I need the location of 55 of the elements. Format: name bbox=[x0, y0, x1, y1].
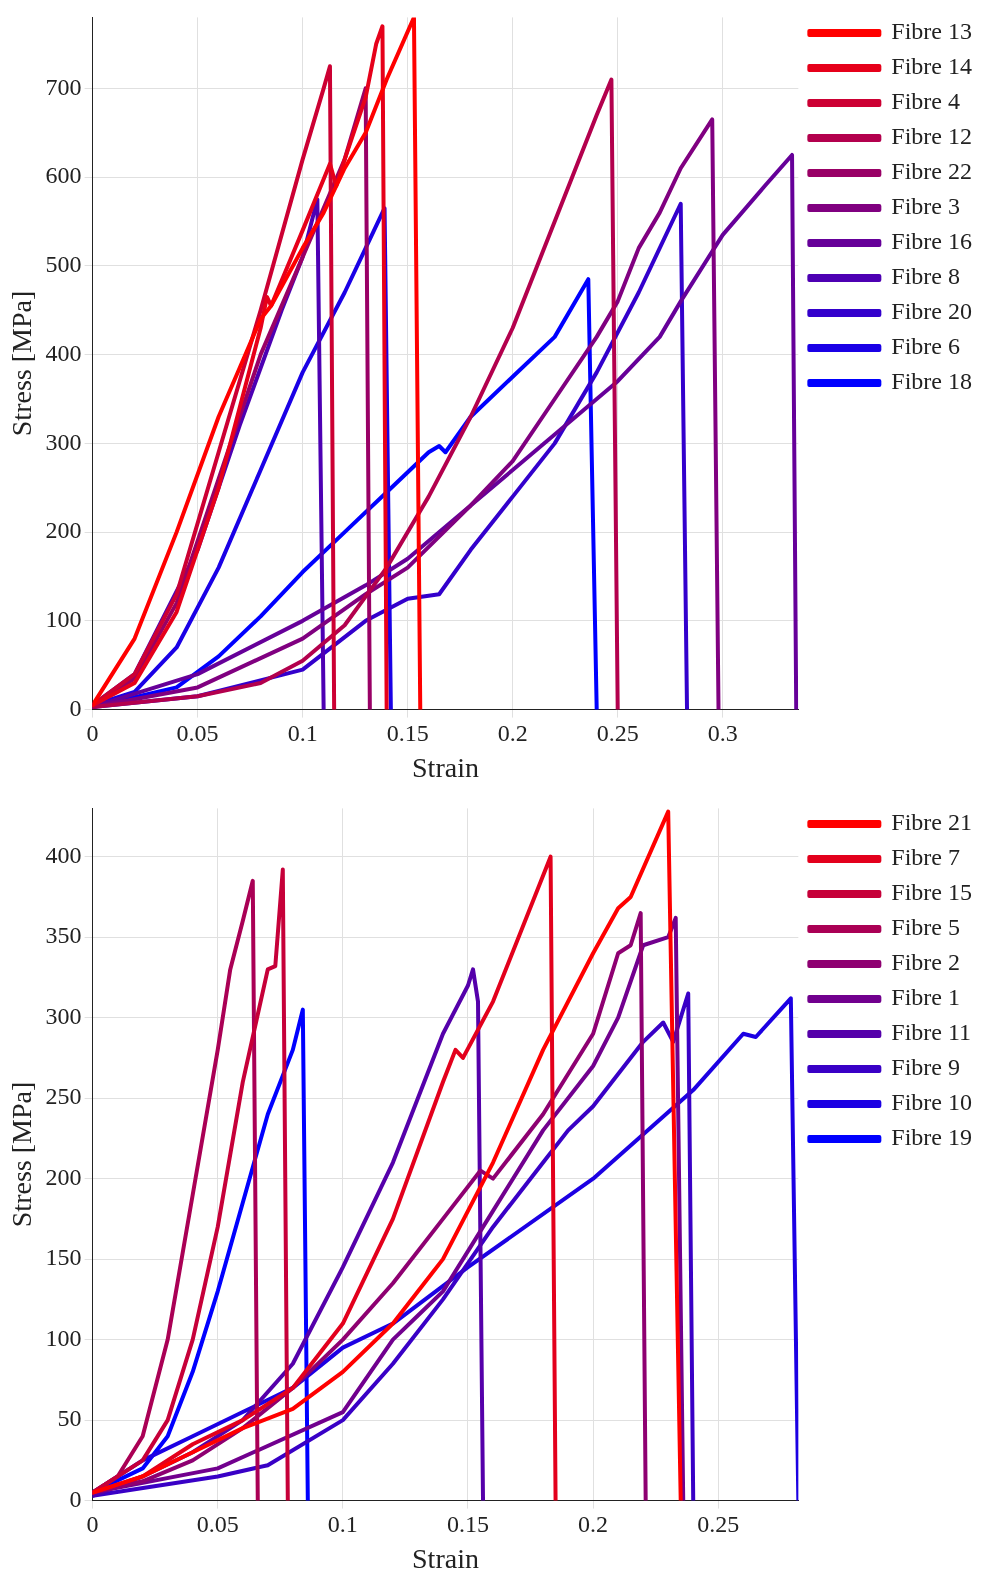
legend-label: Fibre 7 bbox=[891, 844, 961, 871]
y-axis-title: Stress [MPa] bbox=[6, 1081, 38, 1228]
x-axis-title: Strain bbox=[412, 1542, 479, 1574]
y-tick-label: 50 bbox=[57, 1405, 82, 1432]
legend-label: Fibre 2 bbox=[891, 949, 961, 976]
y-tick-label: 100 bbox=[45, 1324, 82, 1351]
x-axis-title: Strain bbox=[412, 751, 479, 783]
legend-label: Fibre 1 bbox=[891, 984, 961, 1011]
legend-label: Fibre 9 bbox=[891, 1054, 961, 1081]
x-tick-label: 0.1 bbox=[287, 720, 318, 747]
y-tick-label: 0 bbox=[69, 1485, 82, 1512]
legend-label: Fibre 16 bbox=[891, 228, 973, 255]
legend-label: Fibre 20 bbox=[891, 298, 973, 325]
legend-label: Fibre 8 bbox=[891, 263, 961, 290]
x-tick-label: 0.1 bbox=[327, 1511, 358, 1538]
x-tick-label: 0 bbox=[86, 720, 99, 747]
y-axis-title: Stress [MPa] bbox=[6, 290, 38, 437]
legend-label: Fibre 18 bbox=[891, 368, 973, 395]
y-tick-label: 100 bbox=[45, 606, 82, 633]
legend-label: Fibre 12 bbox=[891, 123, 973, 150]
legend-label: Fibre 15 bbox=[891, 879, 973, 906]
x-tick-label: 0.2 bbox=[578, 1511, 609, 1538]
y-tick-label: 250 bbox=[45, 1083, 82, 1110]
x-tick-label: 0 bbox=[86, 1511, 99, 1538]
legend-label: Fibre 4 bbox=[891, 88, 961, 115]
legend-label: Fibre 21 bbox=[891, 809, 973, 836]
legend-label: Fibre 22 bbox=[891, 158, 973, 185]
legend-label: Fibre 3 bbox=[891, 193, 961, 220]
x-tick-label: 0.05 bbox=[176, 720, 219, 747]
x-tick-label: 0.25 bbox=[596, 720, 639, 747]
y-tick-label: 400 bbox=[45, 339, 82, 366]
y-tick-label: 0 bbox=[69, 694, 82, 721]
y-tick-label: 700 bbox=[45, 73, 82, 100]
x-tick-label: 0.15 bbox=[446, 1511, 489, 1538]
legend-label: Fibre 6 bbox=[891, 333, 961, 360]
legend-label: Fibre 13 bbox=[891, 18, 973, 45]
legend-label: Fibre 10 bbox=[891, 1089, 973, 1116]
y-tick-label: 200 bbox=[45, 1163, 82, 1190]
legend-label: Fibre 5 bbox=[891, 914, 961, 941]
y-tick-label: 400 bbox=[45, 841, 82, 868]
y-tick-label: 150 bbox=[45, 1244, 82, 1271]
y-tick-label: 300 bbox=[45, 428, 82, 455]
x-tick-label: 0.2 bbox=[497, 720, 528, 747]
y-tick-label: 600 bbox=[45, 162, 82, 189]
x-tick-label: 0.25 bbox=[697, 1511, 740, 1538]
x-tick-label: 0.3 bbox=[707, 720, 738, 747]
x-tick-label: 0.05 bbox=[196, 1511, 239, 1538]
legend-label: Fibre 11 bbox=[891, 1019, 972, 1046]
x-tick-label: 0.15 bbox=[386, 720, 429, 747]
y-tick-label: 500 bbox=[45, 251, 82, 278]
y-tick-label: 200 bbox=[45, 517, 82, 544]
y-tick-label: 300 bbox=[45, 1002, 82, 1029]
legend-label: Fibre 19 bbox=[891, 1124, 973, 1151]
y-tick-label: 350 bbox=[45, 922, 82, 949]
legend-label: Fibre 14 bbox=[891, 53, 973, 80]
